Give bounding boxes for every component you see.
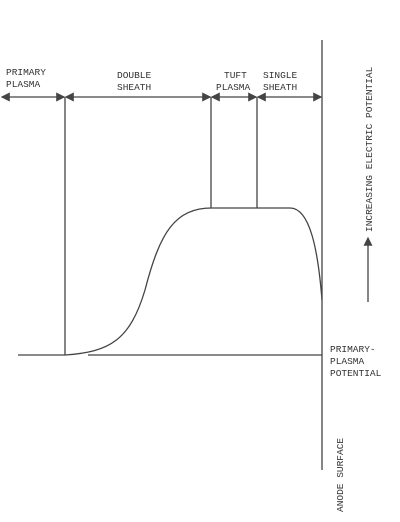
region-label: SHEATH bbox=[263, 82, 297, 93]
anode-label: ANODE SURFACE bbox=[335, 438, 346, 512]
region-label: PLASMA bbox=[216, 82, 251, 93]
potential-curve bbox=[64, 207, 323, 356]
region-label: PLASMA bbox=[6, 79, 41, 90]
axis-label: INCREASING ELECTRIC POTENTIAL bbox=[364, 66, 375, 232]
baseline-label: PRIMARY- bbox=[330, 344, 376, 355]
baseline-label: PLASMA bbox=[330, 356, 365, 367]
region-label: PRIMARY bbox=[6, 67, 46, 78]
region-label: TUFT bbox=[224, 70, 247, 81]
baseline-label: POTENTIAL bbox=[330, 368, 382, 379]
region-label: DOUBLE bbox=[117, 70, 152, 81]
region-label: SINGLE bbox=[263, 70, 298, 81]
region-label: SHEATH bbox=[117, 82, 151, 93]
